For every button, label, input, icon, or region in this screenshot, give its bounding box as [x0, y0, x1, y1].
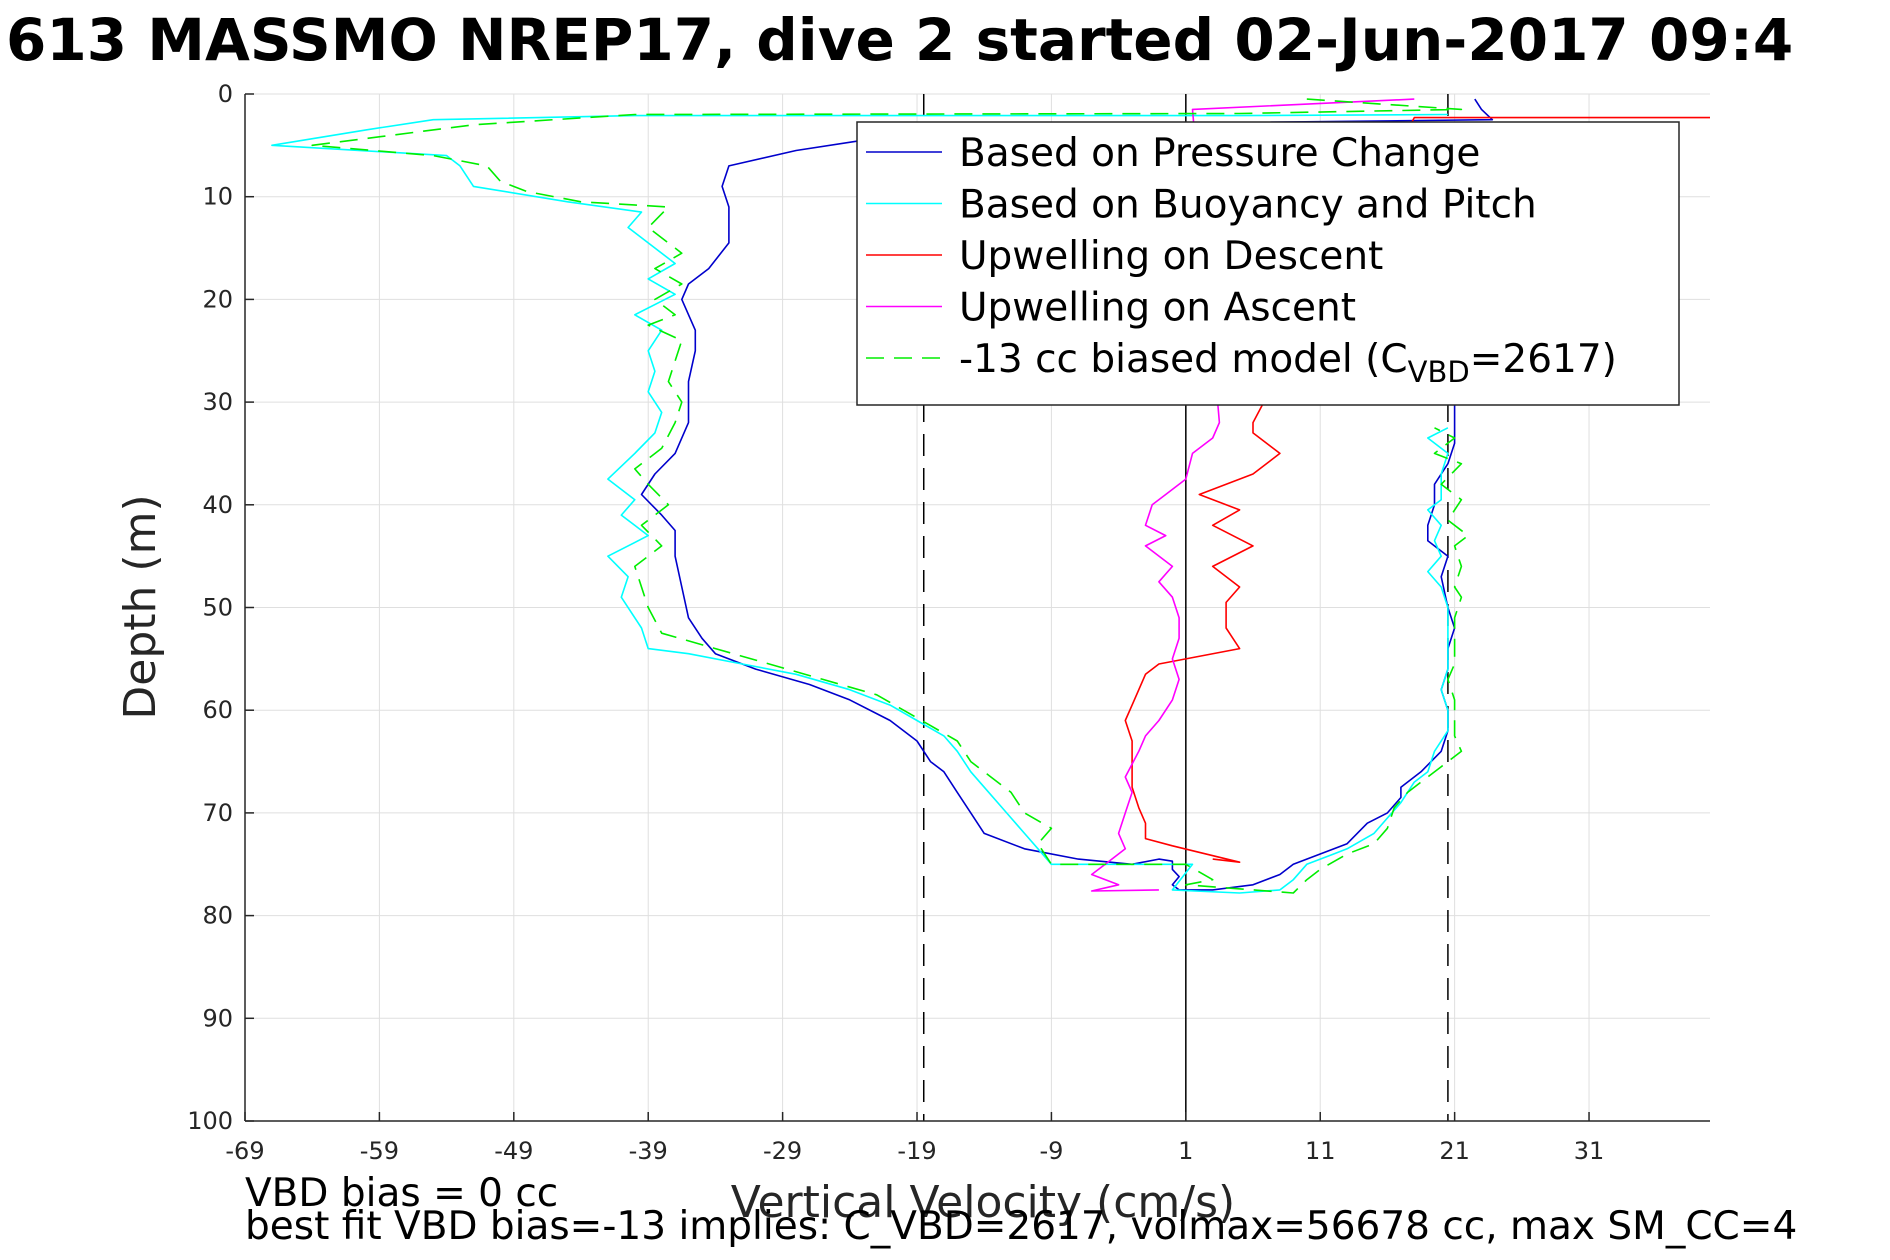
- x-tick-label: -29: [763, 1137, 802, 1165]
- x-tick-labels: -69 -59 -49 -39 -29 -19 -9 1 11 21 31: [225, 1137, 1604, 1165]
- legend-label-text: Based on Pressure Change: [959, 131, 1480, 176]
- y-tick-label: 80: [202, 902, 233, 930]
- y-tick-label: 100: [187, 1107, 233, 1135]
- series-line-1: [640, 98, 1494, 891]
- footer-line-2: best fit VBD bias=-13 implies: C_VBD=261…: [245, 1204, 1797, 1249]
- legend-label-suffix: =2617): [1470, 337, 1617, 382]
- legend-label: Upwelling on Descent: [959, 234, 1383, 279]
- series-line-5: [311, 98, 1469, 894]
- series-line-2: [271, 113, 1449, 894]
- y-tick-label: 90: [202, 1004, 233, 1032]
- legend: Based on Pressure Change Based on Buoyanc…: [856, 121, 1680, 406]
- y-tick-label: 20: [202, 285, 233, 313]
- series-line-3: [1124, 116, 1710, 864]
- x-tick-label: -69: [225, 1137, 264, 1165]
- legend-label-subscript: VBD: [1408, 355, 1470, 389]
- series-group: [271, 98, 1710, 894]
- x-tick-label: 31: [1574, 1137, 1605, 1165]
- x-tick-label: 1: [1178, 1137, 1193, 1165]
- x-tick-label: -19: [897, 1137, 936, 1165]
- legend-label: -13 cc biased model (CVBD=2617): [959, 337, 1617, 389]
- chart-title: 613 MASSMO NREP17, dive 2 started 02-Jun…: [6, 6, 1793, 74]
- y-tick-label: 50: [202, 594, 233, 622]
- legend-label-text: -13 cc biased model (C: [959, 337, 1408, 382]
- y-tick-label: 30: [202, 388, 233, 416]
- x-tick-label: 21: [1439, 1137, 1470, 1165]
- legend-box: [856, 121, 1680, 406]
- axes: [244, 93, 1710, 1122]
- y-tick-label: 40: [202, 491, 233, 519]
- footer-line-1: VBD bias = 0 cc: [245, 1171, 558, 1216]
- y-tick-labels: 0 10 20 30 40 50 60 70 80 90 100: [187, 80, 233, 1135]
- legend-label: Based on Pressure Change: [959, 131, 1480, 176]
- y-tick-label: 70: [202, 799, 233, 827]
- y-tick-label: 60: [202, 696, 233, 724]
- legend-label-text: Upwelling on Descent: [959, 234, 1383, 279]
- y-tick-label: 0: [218, 80, 233, 108]
- y-axis-label: Depth (m): [115, 494, 166, 719]
- legend-label-text: Upwelling on Ascent: [959, 286, 1356, 331]
- x-tick-label: -59: [360, 1137, 399, 1165]
- x-tick-label: 11: [1305, 1137, 1336, 1165]
- series-line-4: [1090, 98, 1415, 892]
- x-tick-label: -39: [629, 1137, 668, 1165]
- legend-label-text: Based on Buoyancy and Pitch: [959, 183, 1537, 228]
- legend-label: Based on Buoyancy and Pitch: [959, 183, 1537, 228]
- y-tick-label: 10: [202, 183, 233, 211]
- x-tick-label: -49: [494, 1137, 533, 1165]
- legend-label: Upwelling on Ascent: [959, 286, 1356, 331]
- x-tick-label: -9: [1039, 1137, 1063, 1165]
- x-axis-label: Vertical Velocity (cm/s): [731, 1177, 1235, 1228]
